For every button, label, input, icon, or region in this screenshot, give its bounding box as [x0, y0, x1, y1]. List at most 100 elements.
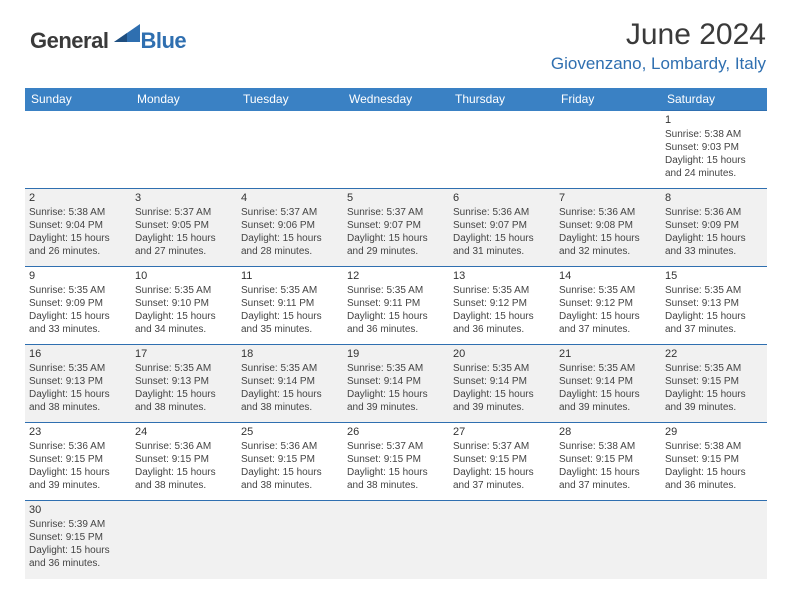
sunrise-line: Sunrise: 5:35 AM [135, 362, 233, 375]
sunset-line: Sunset: 9:11 PM [241, 297, 339, 310]
logo-text-general: General [30, 28, 108, 54]
title-block: June 2024 Giovenzano, Lombardy, Italy [551, 18, 766, 74]
daylight-line: Daylight: 15 hours and 38 minutes. [135, 466, 233, 492]
daylight-line: Daylight: 15 hours and 37 minutes. [665, 310, 763, 336]
daylight-line: Daylight: 15 hours and 39 minutes. [347, 388, 445, 414]
calendar-cell: 19Sunrise: 5:35 AMSunset: 9:14 PMDayligh… [343, 345, 449, 423]
calendar-cell [237, 501, 343, 579]
calendar-cell: 18Sunrise: 5:35 AMSunset: 9:14 PMDayligh… [237, 345, 343, 423]
sunrise-line: Sunrise: 5:38 AM [665, 128, 763, 141]
calendar-cell: 5Sunrise: 5:37 AMSunset: 9:07 PMDaylight… [343, 189, 449, 267]
sunset-line: Sunset: 9:10 PM [135, 297, 233, 310]
sunrise-line: Sunrise: 5:36 AM [665, 206, 763, 219]
daylight-line: Daylight: 15 hours and 31 minutes. [453, 232, 551, 258]
weekday-header: Thursday [449, 88, 555, 111]
sunset-line: Sunset: 9:14 PM [559, 375, 657, 388]
calendar-body: 1Sunrise: 5:38 AMSunset: 9:03 PMDaylight… [25, 111, 767, 579]
day-number: 13 [453, 269, 551, 283]
calendar-cell: 17Sunrise: 5:35 AMSunset: 9:13 PMDayligh… [131, 345, 237, 423]
sunset-line: Sunset: 9:14 PM [453, 375, 551, 388]
calendar-cell [449, 501, 555, 579]
daylight-line: Daylight: 15 hours and 38 minutes. [347, 466, 445, 492]
day-number: 14 [559, 269, 657, 283]
daylight-line: Daylight: 15 hours and 26 minutes. [29, 232, 127, 258]
calendar-cell [343, 111, 449, 189]
daylight-line: Daylight: 15 hours and 33 minutes. [29, 310, 127, 336]
day-number: 10 [135, 269, 233, 283]
calendar-cell: 24Sunrise: 5:36 AMSunset: 9:15 PMDayligh… [131, 423, 237, 501]
sunset-line: Sunset: 9:09 PM [29, 297, 127, 310]
sunrise-line: Sunrise: 5:35 AM [347, 362, 445, 375]
day-number: 19 [347, 347, 445, 361]
daylight-line: Daylight: 15 hours and 38 minutes. [241, 466, 339, 492]
day-number: 24 [135, 425, 233, 439]
sunset-line: Sunset: 9:07 PM [453, 219, 551, 232]
day-number: 12 [347, 269, 445, 283]
daylight-line: Daylight: 15 hours and 38 minutes. [135, 388, 233, 414]
daylight-line: Daylight: 15 hours and 36 minutes. [347, 310, 445, 336]
sunrise-line: Sunrise: 5:39 AM [29, 518, 127, 531]
sunrise-line: Sunrise: 5:38 AM [29, 206, 127, 219]
sunrise-line: Sunrise: 5:38 AM [665, 440, 763, 453]
sunset-line: Sunset: 9:13 PM [665, 297, 763, 310]
sunrise-line: Sunrise: 5:35 AM [559, 362, 657, 375]
sunrise-line: Sunrise: 5:36 AM [241, 440, 339, 453]
sunrise-line: Sunrise: 5:35 AM [29, 362, 127, 375]
weekday-header-row: SundayMondayTuesdayWednesdayThursdayFrid… [25, 88, 767, 111]
page-title: June 2024 [551, 18, 766, 52]
day-number: 11 [241, 269, 339, 283]
daylight-line: Daylight: 15 hours and 36 minutes. [453, 310, 551, 336]
calendar-cell: 28Sunrise: 5:38 AMSunset: 9:15 PMDayligh… [555, 423, 661, 501]
calendar-cell: 3Sunrise: 5:37 AMSunset: 9:05 PMDaylight… [131, 189, 237, 267]
calendar-cell [555, 501, 661, 579]
sunrise-line: Sunrise: 5:35 AM [665, 362, 763, 375]
day-number: 25 [241, 425, 339, 439]
sunrise-line: Sunrise: 5:36 AM [29, 440, 127, 453]
location-text: Giovenzano, Lombardy, Italy [551, 54, 766, 74]
sunset-line: Sunset: 9:03 PM [665, 141, 763, 154]
sunset-line: Sunset: 9:08 PM [559, 219, 657, 232]
calendar-cell: 30Sunrise: 5:39 AMSunset: 9:15 PMDayligh… [25, 501, 131, 579]
day-number: 16 [29, 347, 127, 361]
sunset-line: Sunset: 9:15 PM [665, 375, 763, 388]
sunset-line: Sunset: 9:05 PM [135, 219, 233, 232]
sunset-line: Sunset: 9:14 PM [347, 375, 445, 388]
sunset-line: Sunset: 9:09 PM [665, 219, 763, 232]
day-number: 23 [29, 425, 127, 439]
calendar-cell [131, 501, 237, 579]
weekday-header: Tuesday [237, 88, 343, 111]
calendar-cell: 1Sunrise: 5:38 AMSunset: 9:03 PMDaylight… [661, 111, 767, 189]
day-number: 26 [347, 425, 445, 439]
daylight-line: Daylight: 15 hours and 36 minutes. [29, 544, 127, 570]
day-number: 30 [29, 503, 127, 517]
daylight-line: Daylight: 15 hours and 29 minutes. [347, 232, 445, 258]
calendar-cell: 9Sunrise: 5:35 AMSunset: 9:09 PMDaylight… [25, 267, 131, 345]
sunset-line: Sunset: 9:15 PM [665, 453, 763, 466]
sunrise-line: Sunrise: 5:35 AM [453, 284, 551, 297]
sunrise-line: Sunrise: 5:37 AM [347, 440, 445, 453]
sunset-line: Sunset: 9:12 PM [559, 297, 657, 310]
calendar-row: 9Sunrise: 5:35 AMSunset: 9:09 PMDaylight… [25, 267, 767, 345]
daylight-line: Daylight: 15 hours and 36 minutes. [665, 466, 763, 492]
header: General Blue June 2024 Giovenzano, Lomba… [0, 0, 792, 82]
daylight-line: Daylight: 15 hours and 27 minutes. [135, 232, 233, 258]
calendar-row: 23Sunrise: 5:36 AMSunset: 9:15 PMDayligh… [25, 423, 767, 501]
daylight-line: Daylight: 15 hours and 35 minutes. [241, 310, 339, 336]
sunrise-line: Sunrise: 5:35 AM [559, 284, 657, 297]
day-number: 28 [559, 425, 657, 439]
calendar-cell: 8Sunrise: 5:36 AMSunset: 9:09 PMDaylight… [661, 189, 767, 267]
sunset-line: Sunset: 9:15 PM [559, 453, 657, 466]
daylight-line: Daylight: 15 hours and 39 minutes. [665, 388, 763, 414]
daylight-line: Daylight: 15 hours and 38 minutes. [241, 388, 339, 414]
sunrise-line: Sunrise: 5:35 AM [241, 362, 339, 375]
calendar-cell: 27Sunrise: 5:37 AMSunset: 9:15 PMDayligh… [449, 423, 555, 501]
day-number: 8 [665, 191, 763, 205]
sunset-line: Sunset: 9:04 PM [29, 219, 127, 232]
sunrise-line: Sunrise: 5:37 AM [241, 206, 339, 219]
daylight-line: Daylight: 15 hours and 24 minutes. [665, 154, 763, 180]
calendar-row: 16Sunrise: 5:35 AMSunset: 9:13 PMDayligh… [25, 345, 767, 423]
calendar-cell: 4Sunrise: 5:37 AMSunset: 9:06 PMDaylight… [237, 189, 343, 267]
sunrise-line: Sunrise: 5:35 AM [29, 284, 127, 297]
calendar-cell: 10Sunrise: 5:35 AMSunset: 9:10 PMDayligh… [131, 267, 237, 345]
calendar-cell: 14Sunrise: 5:35 AMSunset: 9:12 PMDayligh… [555, 267, 661, 345]
